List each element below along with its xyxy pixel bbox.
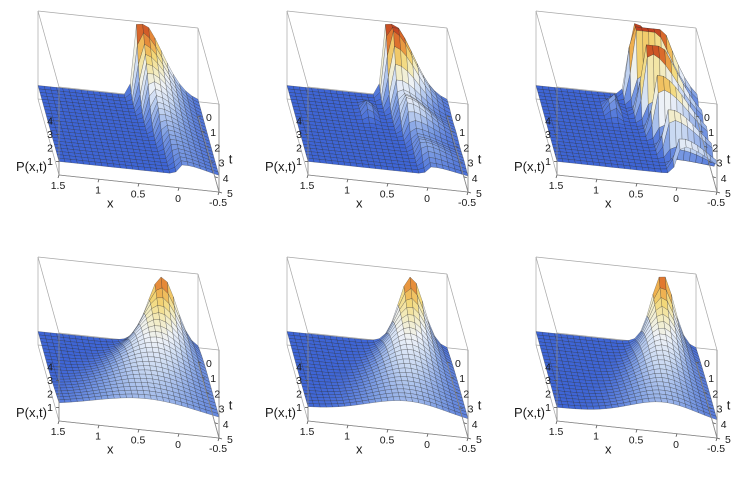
surface-plot-grid [0, 3, 747, 479]
surface-plot-canvas-bottom-center [249, 249, 498, 479]
surface-plot-panel-bottom-left [0, 249, 249, 479]
surface-plot-panel-bottom-center [249, 249, 498, 479]
surface-plot-panel-top-left [0, 3, 249, 233]
surface-plot-panel-top-center [249, 3, 498, 233]
surface-plot-canvas-bottom-right [498, 249, 747, 479]
surface-plot-canvas-top-left [0, 3, 249, 233]
surface-plot-canvas-top-right [498, 3, 747, 233]
surface-plot-panel-top-right [498, 3, 747, 233]
surface-plot-canvas-bottom-left [0, 249, 249, 479]
surface-plot-canvas-top-center [249, 3, 498, 233]
surface-plot-panel-bottom-right [498, 249, 747, 479]
